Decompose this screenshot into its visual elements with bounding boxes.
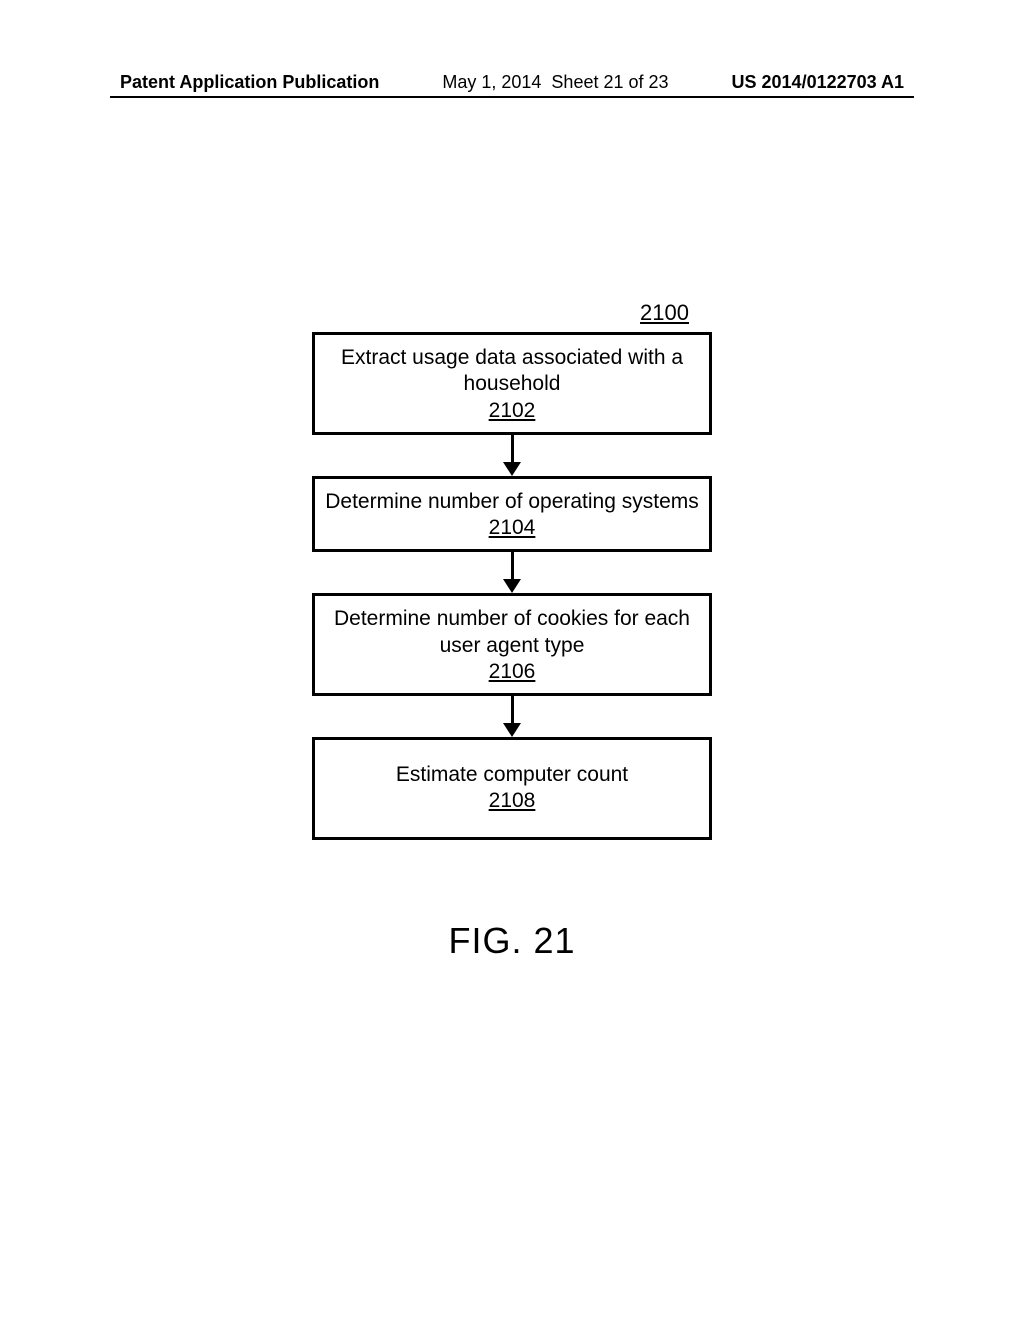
header-pubno: US 2014/0122703 A1: [732, 72, 904, 93]
flow-node-extract-usage: Extract usage data associated with a hou…: [312, 332, 712, 435]
node-ref: 2102: [489, 399, 536, 422]
arrow-shaft: [511, 696, 514, 724]
page-header: Patent Application Publication May 1, 20…: [0, 72, 1024, 93]
node-text-line: household: [321, 371, 703, 397]
node-text-line: Estimate computer count: [321, 762, 703, 788]
arrow-shaft: [511, 435, 514, 463]
node-text-line: Determine number of cookies for each: [321, 606, 703, 632]
arrow-head-icon: [503, 579, 521, 593]
node-ref: 2106: [489, 660, 536, 683]
flow-arrow: [503, 552, 521, 593]
flow-arrow: [503, 696, 521, 737]
flow-node-determine-cookies: Determine number of cookies for each use…: [312, 593, 712, 696]
flowchart: Extract usage data associated with a hou…: [312, 332, 712, 840]
arrow-head-icon: [503, 723, 521, 737]
page-root: Patent Application Publication May 1, 20…: [0, 0, 1024, 1320]
arrow-shaft: [511, 552, 514, 580]
flow-node-determine-os: Determine number of operating systems 21…: [312, 476, 712, 553]
node-text-line: Determine number of operating systems: [321, 489, 703, 515]
node-text-line: Extract usage data associated with a: [321, 345, 703, 371]
node-text-line: user agent type: [321, 633, 703, 659]
header-date: May 1, 2014: [442, 72, 541, 92]
figure-reference-number: 2100: [640, 300, 689, 326]
header-publication-label: Patent Application Publication: [120, 72, 379, 93]
arrow-head-icon: [503, 462, 521, 476]
figure-caption: FIG. 21: [448, 920, 575, 962]
flow-arrow: [503, 435, 521, 476]
header-date-sheet: May 1, 2014 Sheet 21 of 23: [442, 72, 668, 93]
header-underline: [110, 96, 914, 98]
header-row: Patent Application Publication May 1, 20…: [120, 72, 904, 93]
header-sheet: Sheet 21 of 23: [551, 72, 668, 92]
flow-node-estimate-count: Estimate computer count 2108: [312, 737, 712, 840]
node-ref: 2104: [489, 516, 536, 539]
node-ref: 2108: [489, 789, 536, 812]
